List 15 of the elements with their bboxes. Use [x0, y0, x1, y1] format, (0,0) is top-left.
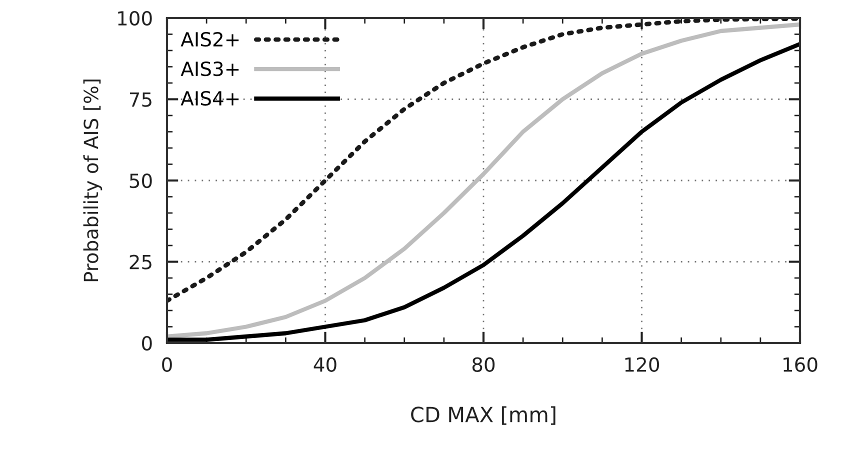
x-tick-label: 120 [625, 357, 660, 372]
x-tick-label: 40 [314, 357, 336, 372]
x-tick-label: 80 [472, 357, 495, 372]
legend-label: AIS3+ [180, 61, 239, 76]
y-tick-label: 50 [130, 173, 152, 188]
x-axis-title: CD MAX [mm] [411, 406, 556, 425]
x-tick-label: 0 [162, 357, 172, 372]
y-axis-title: Probability of AIS [%] [83, 80, 102, 282]
legend-label: AIS2+ [180, 32, 239, 47]
y-tick-label: 100 [118, 10, 152, 26]
x-tick-label: 160 [784, 357, 818, 372]
y-tick-label: 75 [130, 92, 152, 107]
y-tick-label: 25 [130, 254, 152, 270]
legend-label: AIS4+ [180, 90, 239, 106]
y-tick-label: 0 [142, 336, 152, 351]
